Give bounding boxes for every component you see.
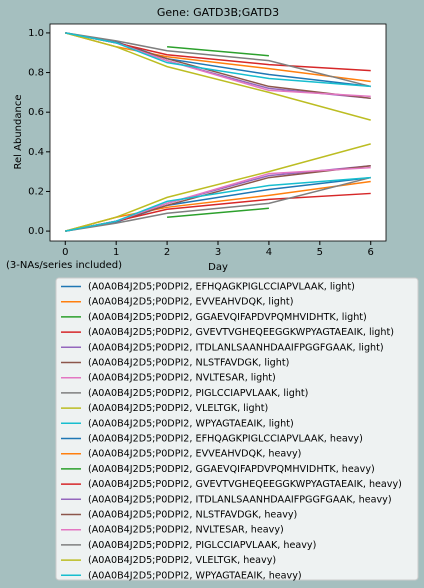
y-axis-label: Rel Abundance	[13, 95, 24, 170]
x-tick-label: 6	[368, 247, 374, 258]
legend-label: (A0A0B4J2D5;P0DPI2, GGAEVQIFAPDVPQMHVIDH…	[88, 312, 367, 323]
series-line	[167, 207, 269, 218]
x-tick-label: 5	[317, 247, 323, 258]
series-line	[65, 32, 371, 88]
series-line	[65, 32, 371, 121]
legend-label: (A0A0B4J2D5;P0DPI2, EVVEAHVDQK, heavy)	[88, 449, 301, 460]
x-tick-label: 4	[266, 247, 272, 258]
series-line	[65, 143, 371, 232]
series-line	[65, 176, 371, 232]
legend-label: (A0A0B4J2D5;P0DPI2, NLSTFAVDGK, heavy)	[88, 510, 297, 521]
y-tick-label: 0.0	[28, 226, 44, 237]
y-tick-label: 1.0	[28, 28, 44, 39]
chart-title: Gene: GATD3B;GATD3	[157, 6, 279, 19]
series-line	[65, 176, 371, 232]
legend-label: (A0A0B4J2D5;P0DPI2, WPYAGTAEAIK, heavy)	[88, 570, 302, 581]
legend-label: (A0A0B4J2D5;P0DPI2, NVLTESAR, light)	[88, 373, 276, 384]
legend-entries: (A0A0B4J2D5;P0DPI2, EFHQAGKPIGLCCIAPVLAA…	[61, 282, 402, 581]
annotation: (3-NAs/series included)	[6, 260, 122, 271]
legend-label: (A0A0B4J2D5;P0DPI2, EVVEAHVDQK, light)	[88, 297, 293, 308]
legend-label: (A0A0B4J2D5;P0DPI2, GVEVTVGHEQEEGGKWPYAG…	[88, 327, 394, 338]
legend	[55, 277, 419, 581]
legend-label: (A0A0B4J2D5;P0DPI2, ITDLANLSAANHDAAIFPGG…	[88, 494, 392, 505]
legend-label: (A0A0B4J2D5;P0DPI2, PIGLCCIAPVLAAK, ligh…	[88, 388, 308, 399]
x-tick-label: 1	[113, 247, 119, 258]
legend-label: (A0A0B4J2D5;P0DPI2, EFHQAGKPIGLCCIAPVLAA…	[88, 282, 355, 293]
y-tick-label: 0.2	[28, 186, 44, 197]
legend-label: (A0A0B4J2D5;P0DPI2, EFHQAGKPIGLCCIAPVLAA…	[88, 434, 363, 445]
legend-label: (A0A0B4J2D5;P0DPI2, WPYAGTAEAIK, light)	[88, 418, 294, 429]
legend-label: (A0A0B4J2D5;P0DPI2, VLELTGK, light)	[88, 403, 268, 414]
x-tick-label: 3	[215, 247, 221, 258]
legend-label: (A0A0B4J2D5;P0DPI2, VLELTGK, heavy)	[88, 555, 276, 566]
y-tick-label: 0.6	[28, 107, 44, 118]
y-tick-label: 0.4	[28, 147, 44, 158]
legend-label: (A0A0B4J2D5;P0DPI2, ITDLANLSAANHDAAIFPGG…	[88, 342, 384, 353]
legend-label: (A0A0B4J2D5;P0DPI2, NVLTESAR, heavy)	[88, 525, 284, 536]
legend-label: (A0A0B4J2D5;P0DPI2, GVEVTVGHEQEEGGKWPYAG…	[88, 479, 402, 490]
legend-label: (A0A0B4J2D5;P0DPI2, NLSTFAVDGK, light)	[88, 358, 289, 369]
legend-label: (A0A0B4J2D5;P0DPI2, PIGLCCIAPVLAAK, heav…	[88, 540, 316, 551]
series-line	[167, 46, 269, 57]
x-tick-label: 2	[164, 247, 170, 258]
series-line	[65, 32, 371, 88]
x-tick-label: 0	[62, 247, 68, 258]
y-tick-label: 0.8	[28, 68, 44, 79]
x-axis-label: Day	[208, 262, 228, 273]
legend-label: (A0A0B4J2D5;P0DPI2, GGAEVQIFAPDVPQMHVIDH…	[88, 464, 375, 475]
